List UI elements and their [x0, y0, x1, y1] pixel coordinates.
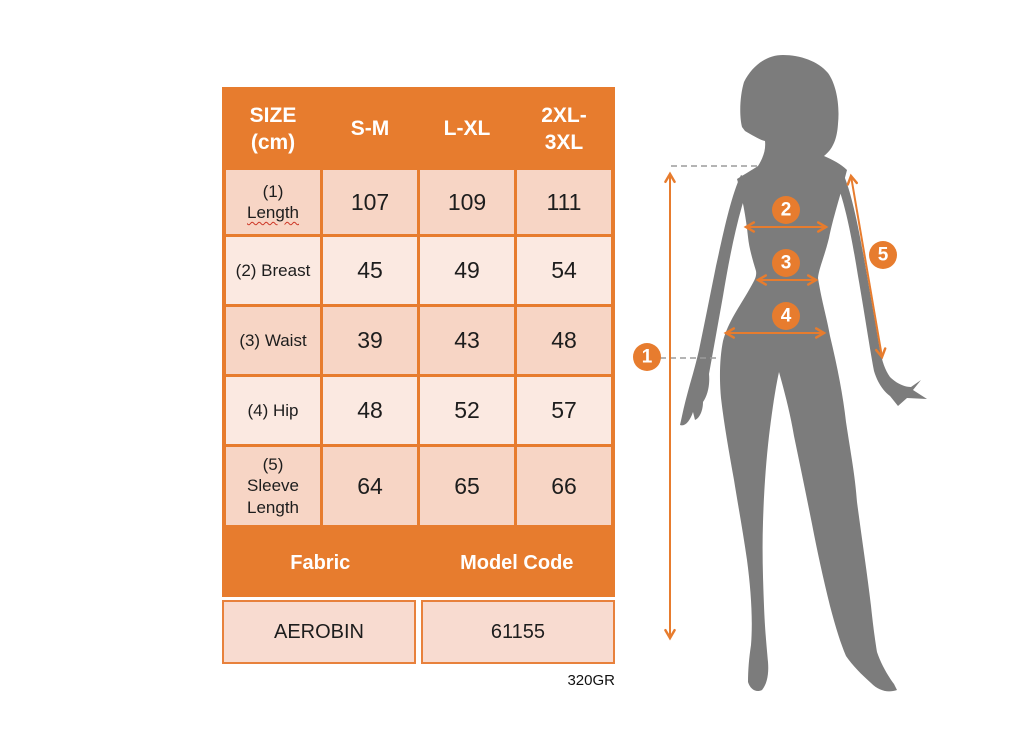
model-code-header: Model Code: [460, 551, 574, 574]
row-label-sleeve-length: (5) Sleeve Length: [226, 447, 320, 525]
arrow-5-sleeve: [846, 173, 887, 360]
column-header-size: SIZE (cm): [226, 91, 320, 167]
badge-3: 3: [772, 249, 800, 277]
value-sleeve-l-xl: 65: [420, 447, 514, 525]
value-waist-l-xl: 43: [420, 307, 514, 374]
female-silhouette-left-arm: [680, 175, 752, 426]
badge-5-number: 5: [878, 245, 889, 266]
value-length-l-xl: 109: [420, 170, 514, 234]
badge-4-circle: [772, 302, 800, 330]
value-hip-2xl-3xl: 57: [517, 377, 611, 444]
row-label-length: (1) Length: [226, 170, 320, 234]
badge-2: 2: [772, 196, 800, 224]
value-waist-s-m: 39: [323, 307, 417, 374]
value-length-2xl-3xl: 111: [517, 170, 611, 234]
size-chart-table: SIZE (cm) S-M L-XL 2XL-3XL (1) Length 107…: [222, 87, 615, 689]
badge-4: 4: [772, 302, 800, 330]
row-label-length-prefix: (1): [262, 181, 284, 201]
value-length-s-m: 107: [323, 170, 417, 234]
row-label-breast: (2) Breast: [226, 237, 320, 304]
measurement-figure-svg: 1 2 3 4 5: [633, 55, 927, 692]
fabric-value: AEROBIN: [222, 600, 416, 664]
badge-5-circle: [869, 241, 897, 269]
value-hip-s-m: 48: [323, 377, 417, 444]
value-hip-l-xl: 52: [420, 377, 514, 444]
row-label-length-lines: (1) Length: [247, 181, 299, 224]
column-header-l-xl: L-XL: [420, 91, 514, 167]
badge-3-number: 3: [781, 253, 792, 274]
model-code-value: 61155: [421, 600, 615, 664]
badge-1: 1: [633, 343, 661, 371]
badge-4-number: 4: [781, 306, 792, 327]
row-label-waist: (3) Waist: [226, 307, 320, 374]
badge-2-number: 2: [781, 200, 792, 221]
badge-1-circle: [633, 343, 661, 371]
value-sleeve-s-m: 64: [323, 447, 417, 525]
badge-3-circle: [772, 249, 800, 277]
badge-2-circle: [772, 196, 800, 224]
row-label-hip: (4) Hip: [226, 377, 320, 444]
fabric-modelcode-values: AEROBIN 61155: [222, 600, 615, 664]
value-waist-2xl-3xl: 48: [517, 307, 611, 374]
badge-5: 5: [869, 241, 897, 269]
fabric-header: Fabric: [290, 551, 351, 574]
female-silhouette-right-arm: [839, 171, 927, 406]
column-header-2xl-3xl: 2XL-3XL: [517, 91, 611, 167]
weight-note: 320GR: [567, 672, 615, 689]
column-header-s-m: S-M: [323, 91, 417, 167]
badge-1-number: 1: [642, 347, 653, 368]
measurement-figure: 1 2 3 4 5: [620, 30, 1020, 710]
female-silhouette-body: [719, 55, 897, 692]
row-label-length-word: Length: [247, 203, 299, 222]
fabric-modelcode-band: Fabric Model Code: [222, 529, 615, 597]
value-breast-l-xl: 49: [420, 237, 514, 304]
measurement-grid: SIZE (cm) S-M L-XL 2XL-3XL (1) Length 107…: [222, 87, 615, 529]
value-breast-2xl-3xl: 54: [517, 237, 611, 304]
value-breast-s-m: 45: [323, 237, 417, 304]
value-sleeve-2xl-3xl: 66: [517, 447, 611, 525]
